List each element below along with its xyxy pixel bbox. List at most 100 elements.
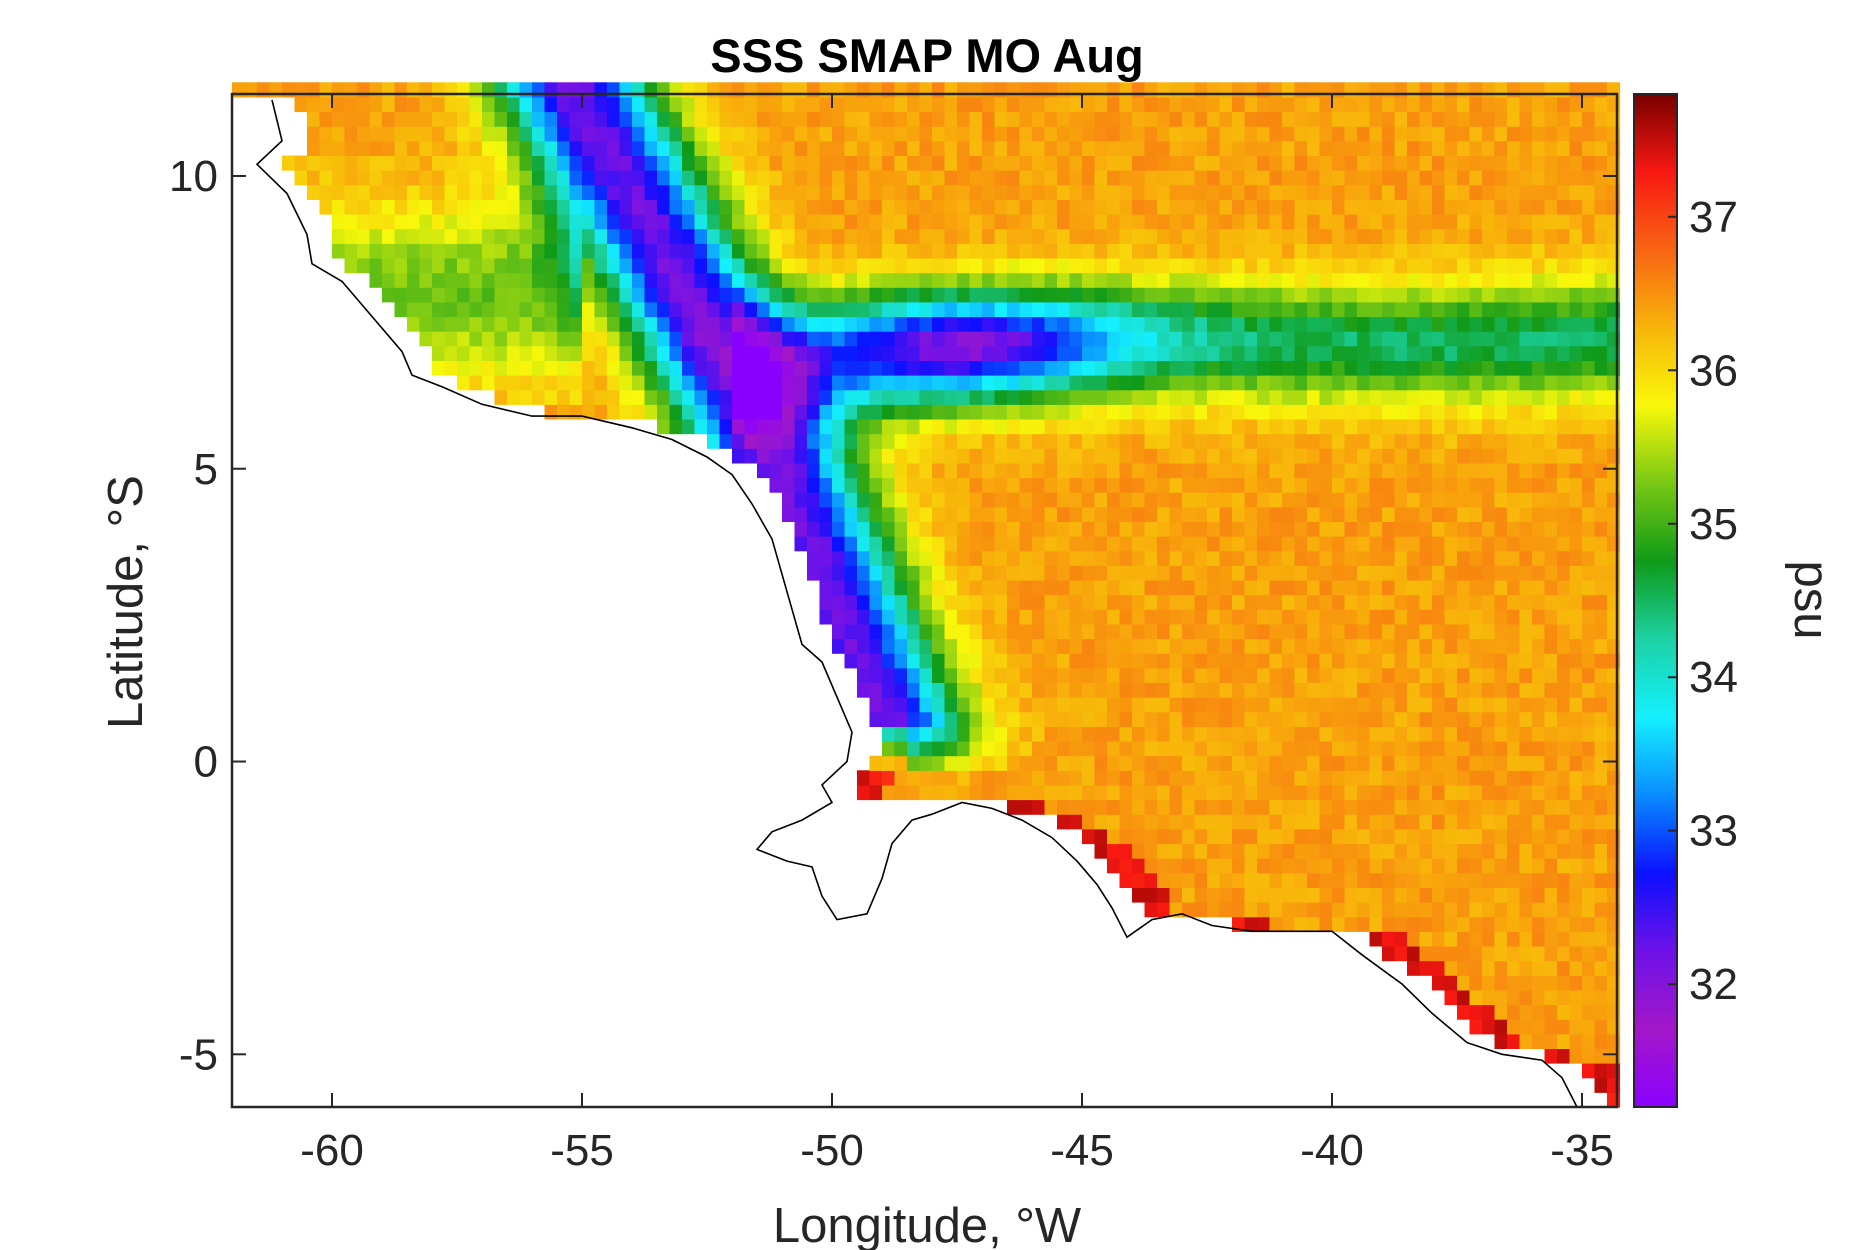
field-cell [332, 155, 346, 171]
field-cell [1082, 609, 1096, 625]
field-cell [632, 389, 646, 405]
field-cell [857, 565, 871, 581]
field-cell [1307, 448, 1321, 464]
field-cell [1194, 228, 1208, 244]
field-cell [1557, 975, 1571, 991]
field-cell [482, 184, 496, 200]
field-cell [1282, 858, 1296, 874]
field-cell [1269, 667, 1283, 683]
field-cell [619, 96, 633, 113]
field-cell [694, 404, 708, 420]
field-cell [1469, 580, 1483, 596]
field-cell [407, 258, 421, 274]
field-cell [819, 433, 833, 449]
field-cell [1332, 389, 1346, 405]
field-cell [1482, 814, 1496, 830]
field-cell [1144, 638, 1158, 654]
field-cell [907, 345, 921, 361]
field-cell [1482, 433, 1496, 449]
field-cell [1457, 697, 1471, 713]
field-cell [1582, 96, 1596, 113]
field-cell [844, 565, 858, 581]
field-cell [307, 155, 321, 171]
field-cell [1519, 404, 1533, 420]
field-cell [969, 594, 983, 610]
field-cell [1182, 448, 1196, 464]
field-cell [1544, 609, 1558, 625]
field-cell [782, 389, 796, 405]
field-cell [1457, 521, 1471, 537]
field-cell [1132, 214, 1146, 230]
field-cell [1119, 770, 1133, 786]
field-cell [1482, 199, 1496, 215]
field-cell [1407, 682, 1421, 698]
field-cell [1357, 331, 1371, 347]
field-cell [1257, 170, 1271, 186]
field-cell [1532, 902, 1546, 918]
field-cell [1569, 477, 1583, 493]
field-cell [1082, 287, 1096, 303]
field-cell [1419, 755, 1433, 771]
field-cell [1394, 433, 1408, 449]
field-cell [1182, 902, 1196, 918]
field-cell [457, 184, 471, 200]
field-cell [1107, 726, 1121, 742]
field-cell [1532, 989, 1546, 1006]
field-cell [1394, 711, 1408, 727]
field-cell [932, 667, 946, 683]
field-cell [969, 96, 983, 113]
field-cell [1382, 375, 1396, 391]
field-cell [1369, 477, 1383, 493]
field-cell [1244, 184, 1258, 200]
field-cell [1219, 258, 1233, 274]
field-cell [894, 419, 908, 435]
field-cell [857, 550, 871, 566]
field-cell [757, 272, 771, 288]
field-cell [1132, 96, 1146, 113]
field-cell [682, 214, 696, 230]
field-cell [1344, 199, 1358, 215]
field-cell [1544, 170, 1558, 186]
field-cell [1044, 623, 1058, 640]
field-cell [1444, 770, 1458, 786]
field-cell [982, 199, 996, 215]
colorbar-tick-label: 35 [1689, 500, 1738, 549]
field-cell [769, 170, 783, 186]
field-cell [544, 272, 558, 288]
field-cell [982, 682, 996, 698]
field-cell [932, 565, 946, 581]
field-cell [1319, 521, 1333, 537]
field-cell [1432, 623, 1446, 640]
field-cell [1557, 711, 1571, 727]
field-cell [782, 477, 796, 493]
field-cell [1357, 697, 1371, 713]
field-cell [1244, 594, 1258, 610]
field-cell [1482, 638, 1496, 654]
field-cell [1132, 858, 1146, 874]
field-cell [1569, 375, 1583, 391]
field-cell [632, 287, 646, 303]
field-cell [719, 389, 733, 405]
field-cell [1444, 301, 1458, 318]
field-cell [1319, 536, 1333, 552]
field-cell [1482, 360, 1496, 376]
field-cell [882, 462, 896, 479]
field-cell [1494, 946, 1508, 962]
field-cell [544, 360, 558, 376]
field-cell [957, 258, 971, 274]
field-cell [1444, 243, 1458, 259]
field-cell [1069, 506, 1083, 522]
field-cell [919, 419, 933, 435]
field-cell [969, 287, 983, 303]
field-cell [394, 140, 408, 156]
field-cell [1132, 609, 1146, 625]
field-cell [1144, 755, 1158, 771]
field-cell [1019, 609, 1033, 625]
field-cell [1257, 858, 1271, 874]
field-cell [669, 375, 683, 391]
field-cell [1182, 184, 1196, 200]
field-cell [1194, 902, 1208, 918]
field-cell [1094, 199, 1108, 215]
field-cell [644, 228, 658, 244]
field-cell [1132, 448, 1146, 464]
